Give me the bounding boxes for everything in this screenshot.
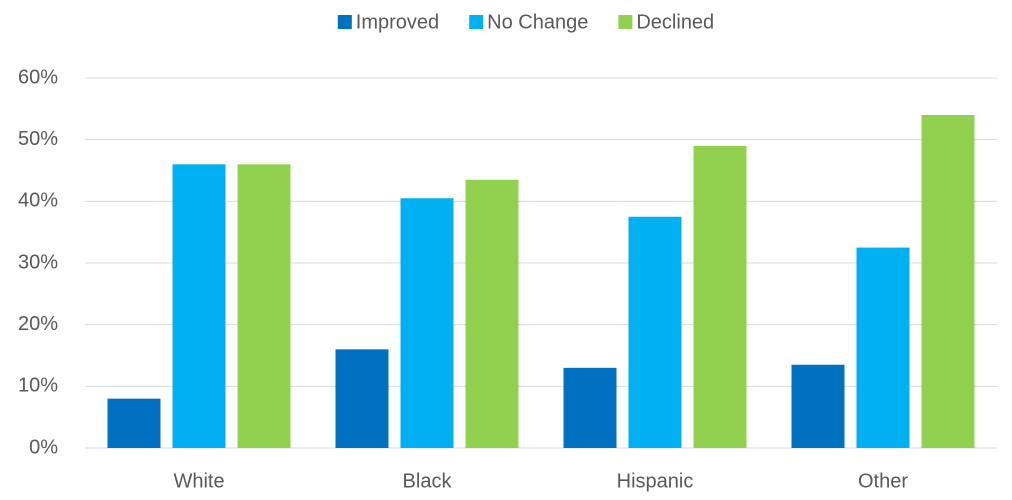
bar <box>400 198 454 448</box>
x-tick-label: Other <box>858 470 908 492</box>
bar <box>107 398 161 448</box>
bar <box>172 164 226 449</box>
bar <box>628 216 682 448</box>
legend-swatch <box>469 15 484 29</box>
legend-swatch <box>337 15 352 29</box>
x-tick-label: White <box>173 470 224 492</box>
bar <box>856 247 910 448</box>
bar <box>791 364 845 448</box>
y-tick-label: 60% <box>18 66 58 88</box>
y-tick-label: 0% <box>29 436 58 458</box>
y-tick-label: 10% <box>18 375 58 397</box>
y-tick-label: 40% <box>18 190 58 212</box>
bar <box>921 115 975 448</box>
legend-label: Declined <box>636 11 714 33</box>
x-tick-label: Hispanic <box>617 470 694 492</box>
bar <box>237 164 291 449</box>
bar <box>465 179 519 448</box>
bar <box>335 349 389 448</box>
y-tick-label: 50% <box>18 128 58 150</box>
legend-swatch <box>618 15 633 29</box>
x-tick-label: Black <box>403 470 453 492</box>
legend-label: Improved <box>356 11 439 33</box>
legend-label: No Change <box>487 11 588 33</box>
bar <box>563 367 617 448</box>
y-tick-label: 30% <box>18 251 58 273</box>
y-tick-label: 20% <box>18 313 58 335</box>
bar <box>693 145 747 449</box>
